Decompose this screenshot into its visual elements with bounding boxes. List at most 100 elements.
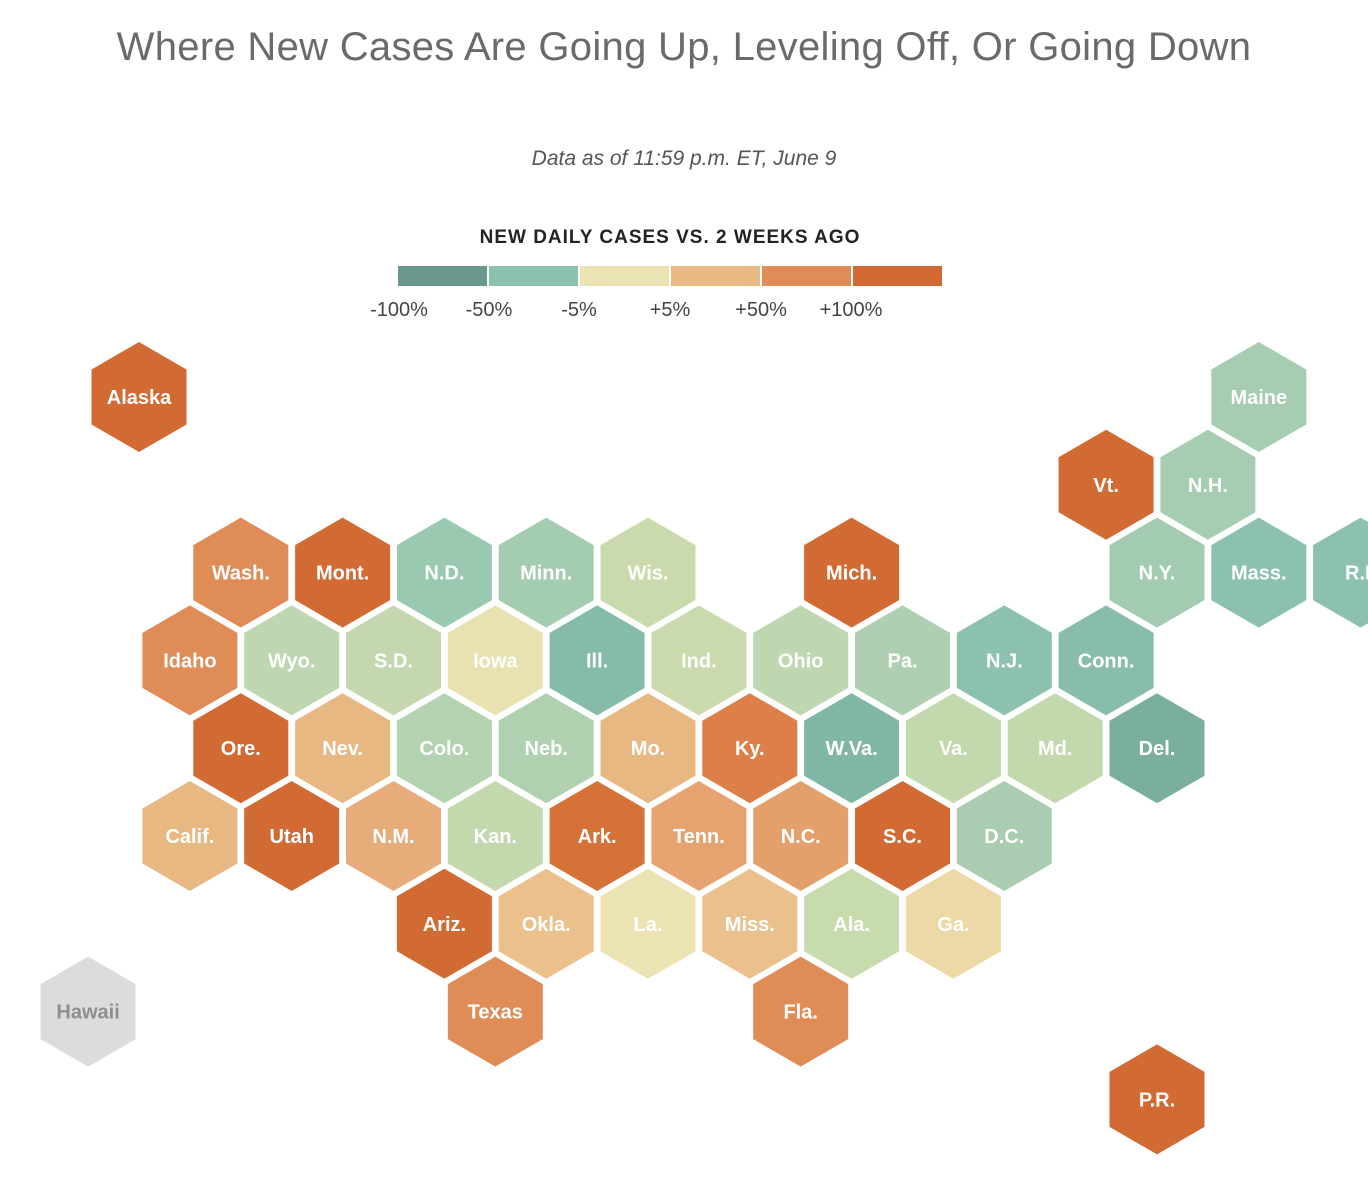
hex-n-h[interactable]: N.H.: [1160, 429, 1256, 540]
hex-s-d[interactable]: S.D.: [346, 605, 441, 716]
hex-colo[interactable]: Colo.: [396, 693, 492, 804]
hex-nev[interactable]: Nev.: [295, 693, 391, 804]
hex-label: Vt.: [1093, 475, 1119, 497]
hex-tile: [346, 781, 441, 891]
hex-tile: [193, 693, 289, 804]
hex-n-c[interactable]: N.C.: [753, 781, 849, 891]
hex-n-y[interactable]: N.Y.: [1109, 517, 1205, 628]
hex-label: W.Va.: [825, 738, 877, 760]
hex-label: Tenn.: [673, 826, 725, 848]
hex-r-i[interactable]: R.I.: [1313, 517, 1368, 628]
legend-tick-label: +100%: [819, 299, 883, 321]
hex-md[interactable]: Md.: [1007, 693, 1103, 804]
hex-label: Ohio: [778, 650, 824, 672]
hex-wash[interactable]: Wash.: [193, 517, 289, 628]
hex-ill[interactable]: Ill.: [549, 605, 645, 716]
hex-label: N.J.: [986, 650, 1023, 672]
hex-ga[interactable]: Ga.: [905, 868, 1001, 979]
hex-wyo[interactable]: Wyo.: [244, 605, 340, 716]
hex-tile: [193, 517, 289, 628]
hex-wis[interactable]: Wis.: [600, 517, 696, 628]
hex-tile: [447, 781, 543, 891]
hex-tile: [447, 956, 543, 1067]
hex-label: Ala.: [833, 914, 870, 936]
hex-label: N.Y.: [1139, 563, 1176, 585]
hex-alaska[interactable]: Alaska: [91, 342, 187, 452]
hex-tile: [549, 781, 645, 891]
hex-tile: [1211, 517, 1307, 628]
hex-label: Ind.: [681, 650, 717, 672]
hex-label: P.R.: [1139, 1089, 1175, 1111]
hex-minn[interactable]: Minn.: [498, 517, 594, 628]
hex-ore[interactable]: Ore.: [193, 693, 289, 804]
legend-tick-label: +5%: [649, 299, 691, 321]
hex-tile: [600, 693, 696, 804]
hex-label: Ariz.: [423, 914, 466, 936]
hex-la[interactable]: La.: [600, 868, 696, 979]
hex-label: Colo.: [419, 738, 469, 760]
hex-utah[interactable]: Utah: [244, 781, 340, 891]
hex-tile: [142, 781, 238, 891]
hex-tile: [855, 605, 950, 716]
hex-ohio[interactable]: Ohio: [753, 605, 849, 716]
legend-swatch: [489, 266, 578, 286]
hex-hawaii[interactable]: Hawaii: [40, 956, 136, 1067]
hex-ark[interactable]: Ark.: [549, 781, 645, 891]
hex-tenn[interactable]: Tenn.: [651, 781, 747, 891]
hex-tile: [753, 781, 849, 891]
hex-n-d[interactable]: N.D.: [396, 517, 492, 628]
hex-pa[interactable]: Pa.: [855, 605, 950, 716]
hex-miss[interactable]: Miss.: [702, 868, 798, 979]
hex-label: Miss.: [725, 914, 775, 936]
hex-label: Ore.: [221, 738, 261, 760]
hex-mont[interactable]: Mont.: [295, 517, 391, 628]
hex-tile: [651, 605, 747, 716]
hex-vt[interactable]: Vt.: [1058, 429, 1154, 540]
hex-label: Alaska: [107, 387, 172, 409]
hex-del[interactable]: Del.: [1109, 693, 1205, 804]
legend-tick-label: -50%: [465, 299, 513, 321]
hex-tile: [1109, 517, 1205, 628]
hex-tile: [855, 781, 950, 891]
hex-idaho[interactable]: Idaho: [142, 605, 238, 716]
hex-tile: [1058, 429, 1154, 540]
hex-conn[interactable]: Conn.: [1058, 605, 1154, 716]
hex-maine[interactable]: Maine: [1211, 342, 1307, 452]
legend-swatch: [853, 266, 942, 286]
hex-tile: [244, 781, 340, 891]
hex-tile: [1211, 342, 1307, 452]
hex-label: Hawaii: [56, 1002, 119, 1024]
hex-label: Mont.: [316, 563, 369, 585]
hex-texas[interactable]: Texas: [447, 956, 543, 1067]
hex-label: Nev.: [322, 738, 363, 760]
hex-s-c[interactable]: S.C.: [855, 781, 950, 891]
hex-ind[interactable]: Ind.: [651, 605, 747, 716]
hex-tile: [346, 605, 441, 716]
hex-label: Wis.: [628, 563, 669, 585]
hex-label: Va.: [939, 738, 968, 760]
hex-ala[interactable]: Ala.: [804, 868, 900, 979]
hex-okla[interactable]: Okla.: [498, 868, 594, 979]
hex-label: Del.: [1139, 738, 1176, 760]
legend-title: NEW DAILY CASES VS. 2 WEEKS AGO: [479, 227, 861, 248]
hex-d-c[interactable]: D.C.: [956, 781, 1052, 891]
hex-tile: [1007, 693, 1103, 804]
hex-fla[interactable]: Fla.: [753, 956, 849, 1067]
hex-calif[interactable]: Calif.: [142, 781, 238, 891]
hex-iowa[interactable]: Iowa: [447, 605, 543, 716]
hex-n-m[interactable]: N.M.: [346, 781, 441, 891]
hex-label: N.C.: [781, 826, 821, 848]
hex-label: N.H.: [1188, 475, 1228, 497]
hex-mass[interactable]: Mass.: [1211, 517, 1307, 628]
hex-n-j[interactable]: N.J.: [956, 605, 1052, 716]
hex-w-va[interactable]: W.Va.: [804, 693, 900, 804]
hex-neb[interactable]: Neb.: [498, 693, 594, 804]
hex-p-r[interactable]: P.R.: [1109, 1044, 1205, 1155]
hex-mich[interactable]: Mich.: [804, 517, 900, 628]
hex-va[interactable]: Va.: [905, 693, 1001, 804]
hex-kan[interactable]: Kan.: [447, 781, 543, 891]
hex-ky[interactable]: Ky.: [702, 693, 798, 804]
hex-ariz[interactable]: Ariz.: [396, 868, 492, 979]
hex-tile: [804, 868, 900, 979]
hex-mo[interactable]: Mo.: [600, 693, 696, 804]
